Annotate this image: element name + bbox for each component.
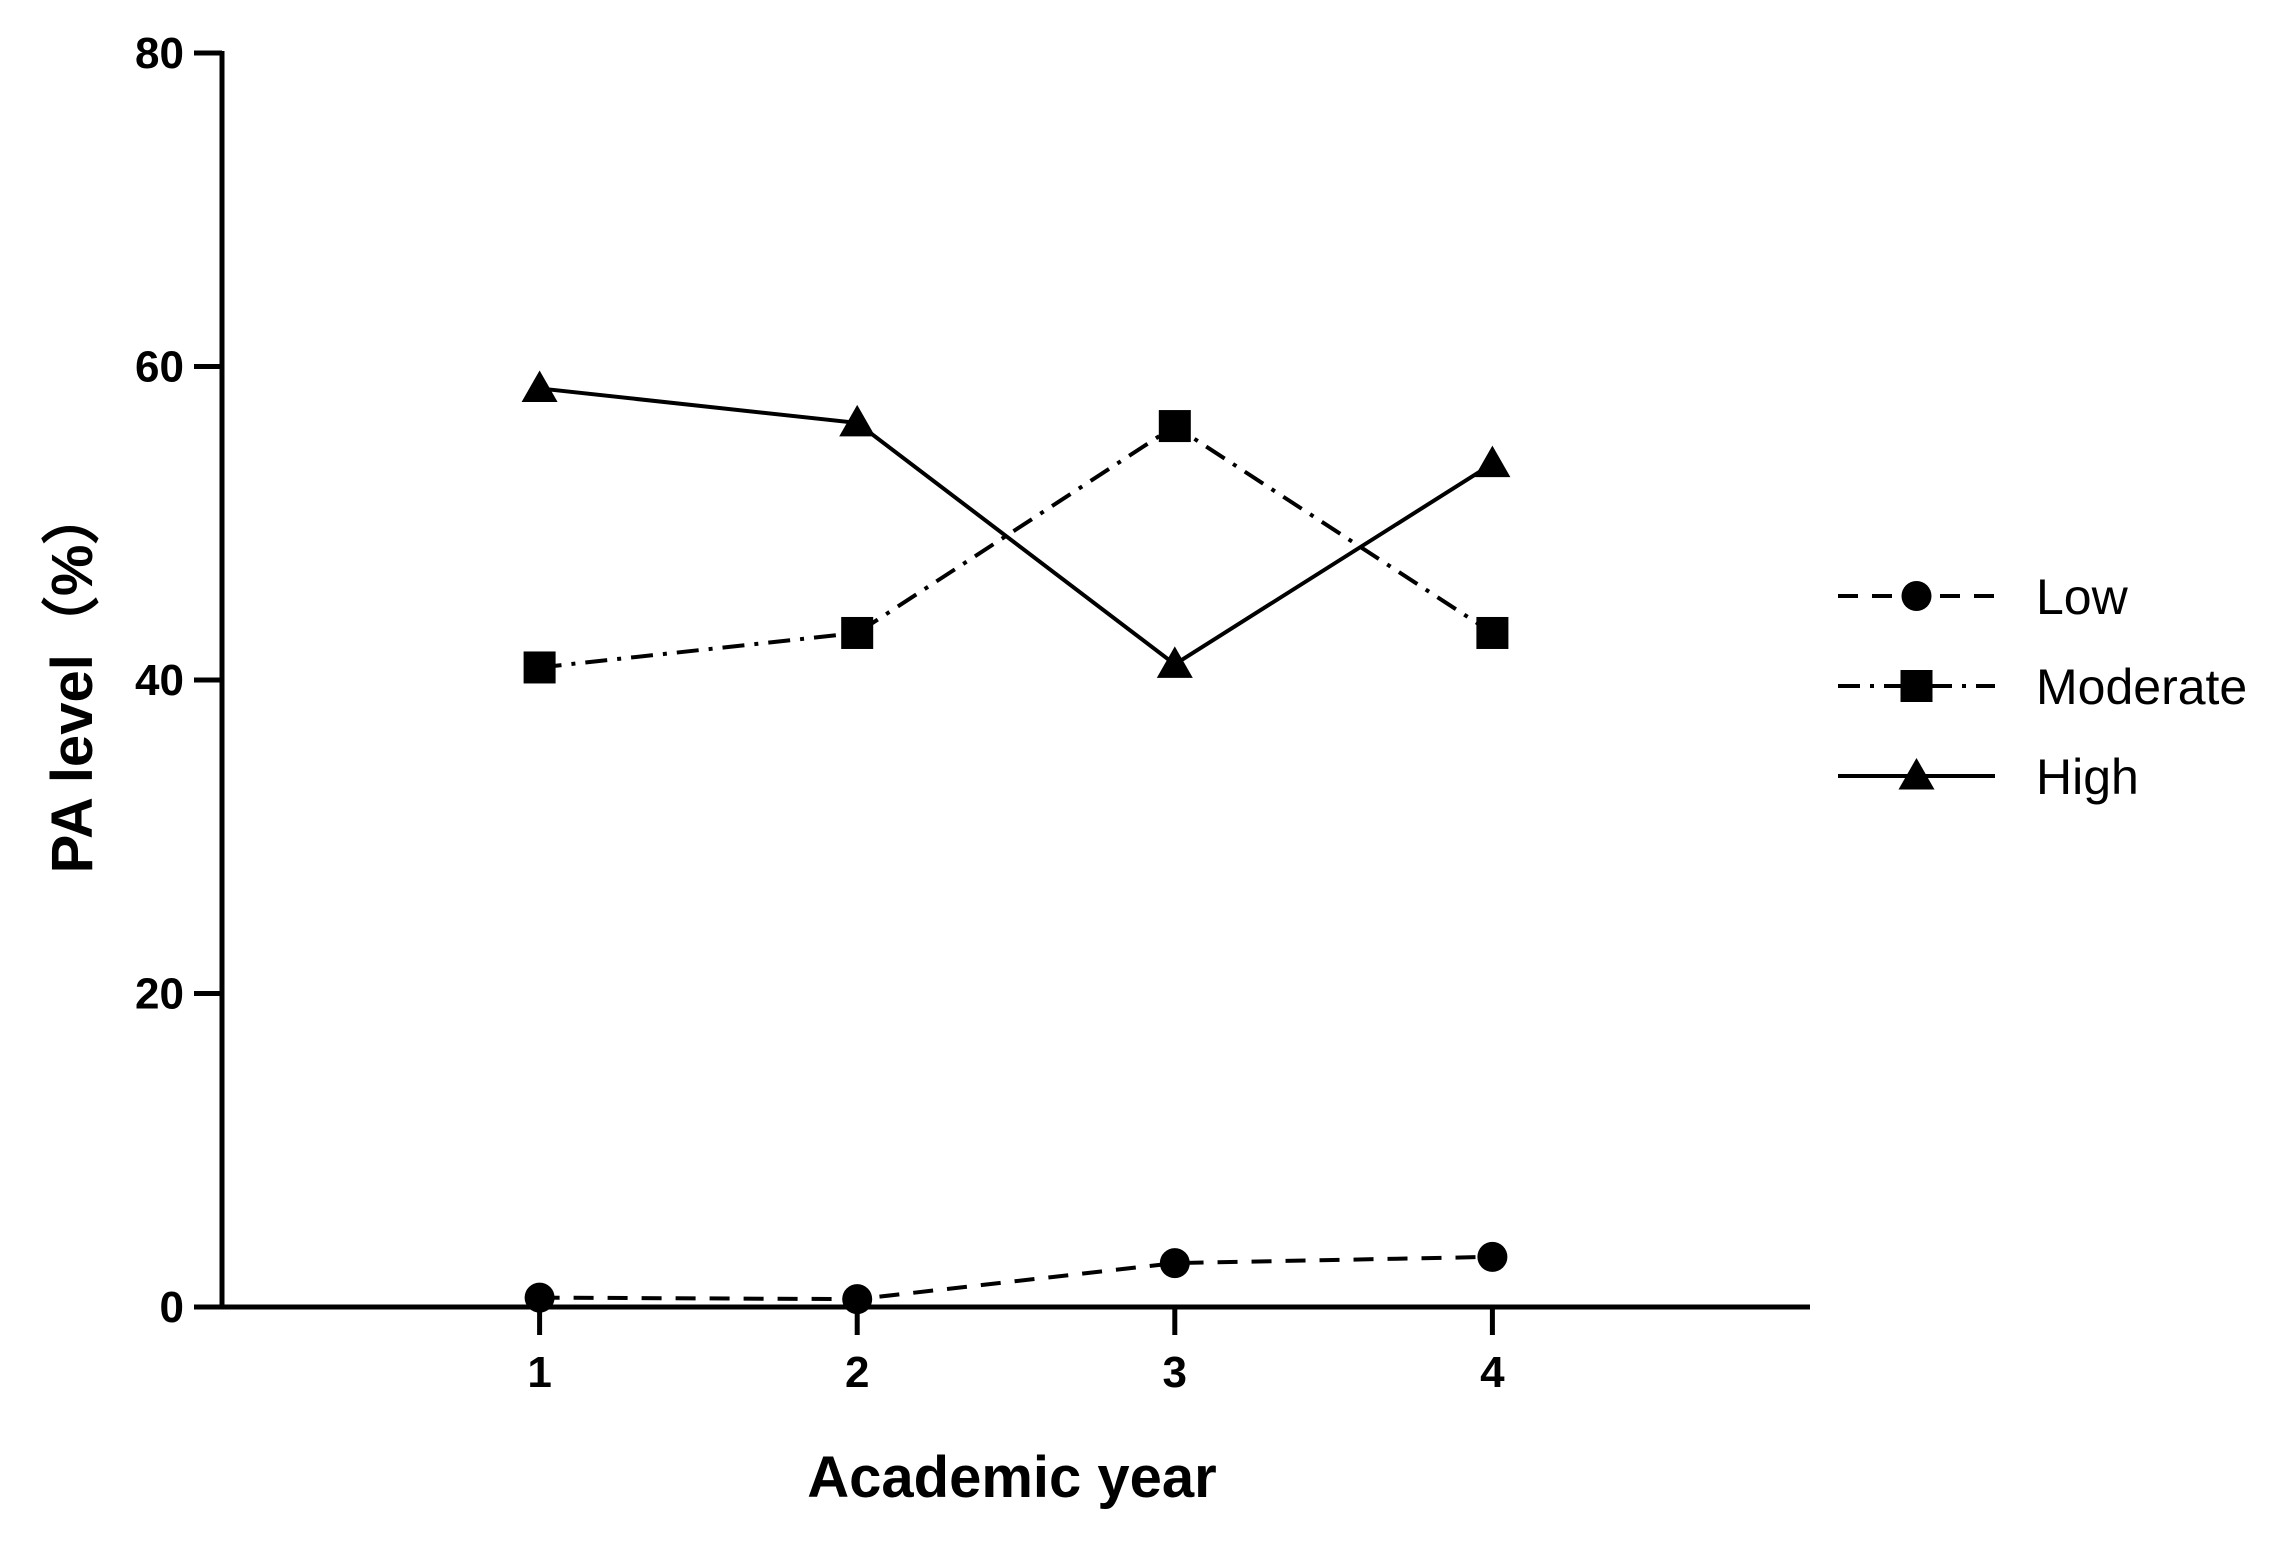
legend-label-low: Low (2036, 569, 2129, 625)
legend-marker-high (1898, 758, 1935, 790)
series-high (521, 370, 1511, 678)
data-point-low (1477, 1241, 1508, 1272)
data-point-high (1474, 445, 1511, 478)
y-tick-label: 40 (135, 656, 184, 705)
y-tick-label: 0 (160, 1283, 184, 1332)
legend-marker-low (1901, 581, 1932, 611)
x-axis-title: Academic year (807, 1445, 1216, 1510)
series-layer (521, 370, 1511, 1315)
legend-label-moderate: Moderate (2036, 659, 2247, 715)
data-point-moderate (1476, 616, 1509, 649)
data-point-low (524, 1282, 555, 1313)
data-point-high (521, 370, 558, 402)
series-line-moderate (539, 423, 1494, 670)
legend-item-moderate: Moderate (1838, 659, 2247, 715)
data-point-moderate (841, 616, 874, 649)
data-point-high (839, 404, 876, 437)
series-moderate (523, 410, 1509, 684)
y-tick-label: 80 (135, 29, 184, 78)
x-tick-label: 2 (845, 1348, 869, 1397)
data-point-moderate (523, 651, 556, 684)
series-line-high (539, 386, 1494, 667)
x-tick-label: 1 (527, 1348, 551, 1397)
legend-label-high: High (2036, 749, 2139, 805)
legend-marker-moderate (1900, 670, 1933, 702)
legend: Low Moderate High (1838, 569, 2247, 805)
x-ticks: 1 2 3 4 (527, 1307, 1505, 1397)
series-line-low (539, 1254, 1493, 1302)
x-tick-label: 3 (1163, 1348, 1187, 1397)
y-tick-label: 20 (135, 970, 184, 1019)
data-point-low (1159, 1248, 1190, 1279)
legend-item-high: High (1838, 749, 2139, 805)
x-tick-label: 4 (1480, 1348, 1505, 1397)
data-point-moderate (1158, 410, 1191, 443)
y-axis-title: PA level（%） (40, 487, 105, 874)
data-point-low (842, 1284, 873, 1315)
series-low (524, 1241, 1508, 1315)
data-point-high (1156, 646, 1193, 678)
axes (219, 51, 1810, 1310)
legend-item-low: Low (1838, 569, 2129, 625)
y-tick-label: 60 (135, 343, 184, 392)
y-ticks: 0 20 40 60 80 (135, 29, 222, 1332)
